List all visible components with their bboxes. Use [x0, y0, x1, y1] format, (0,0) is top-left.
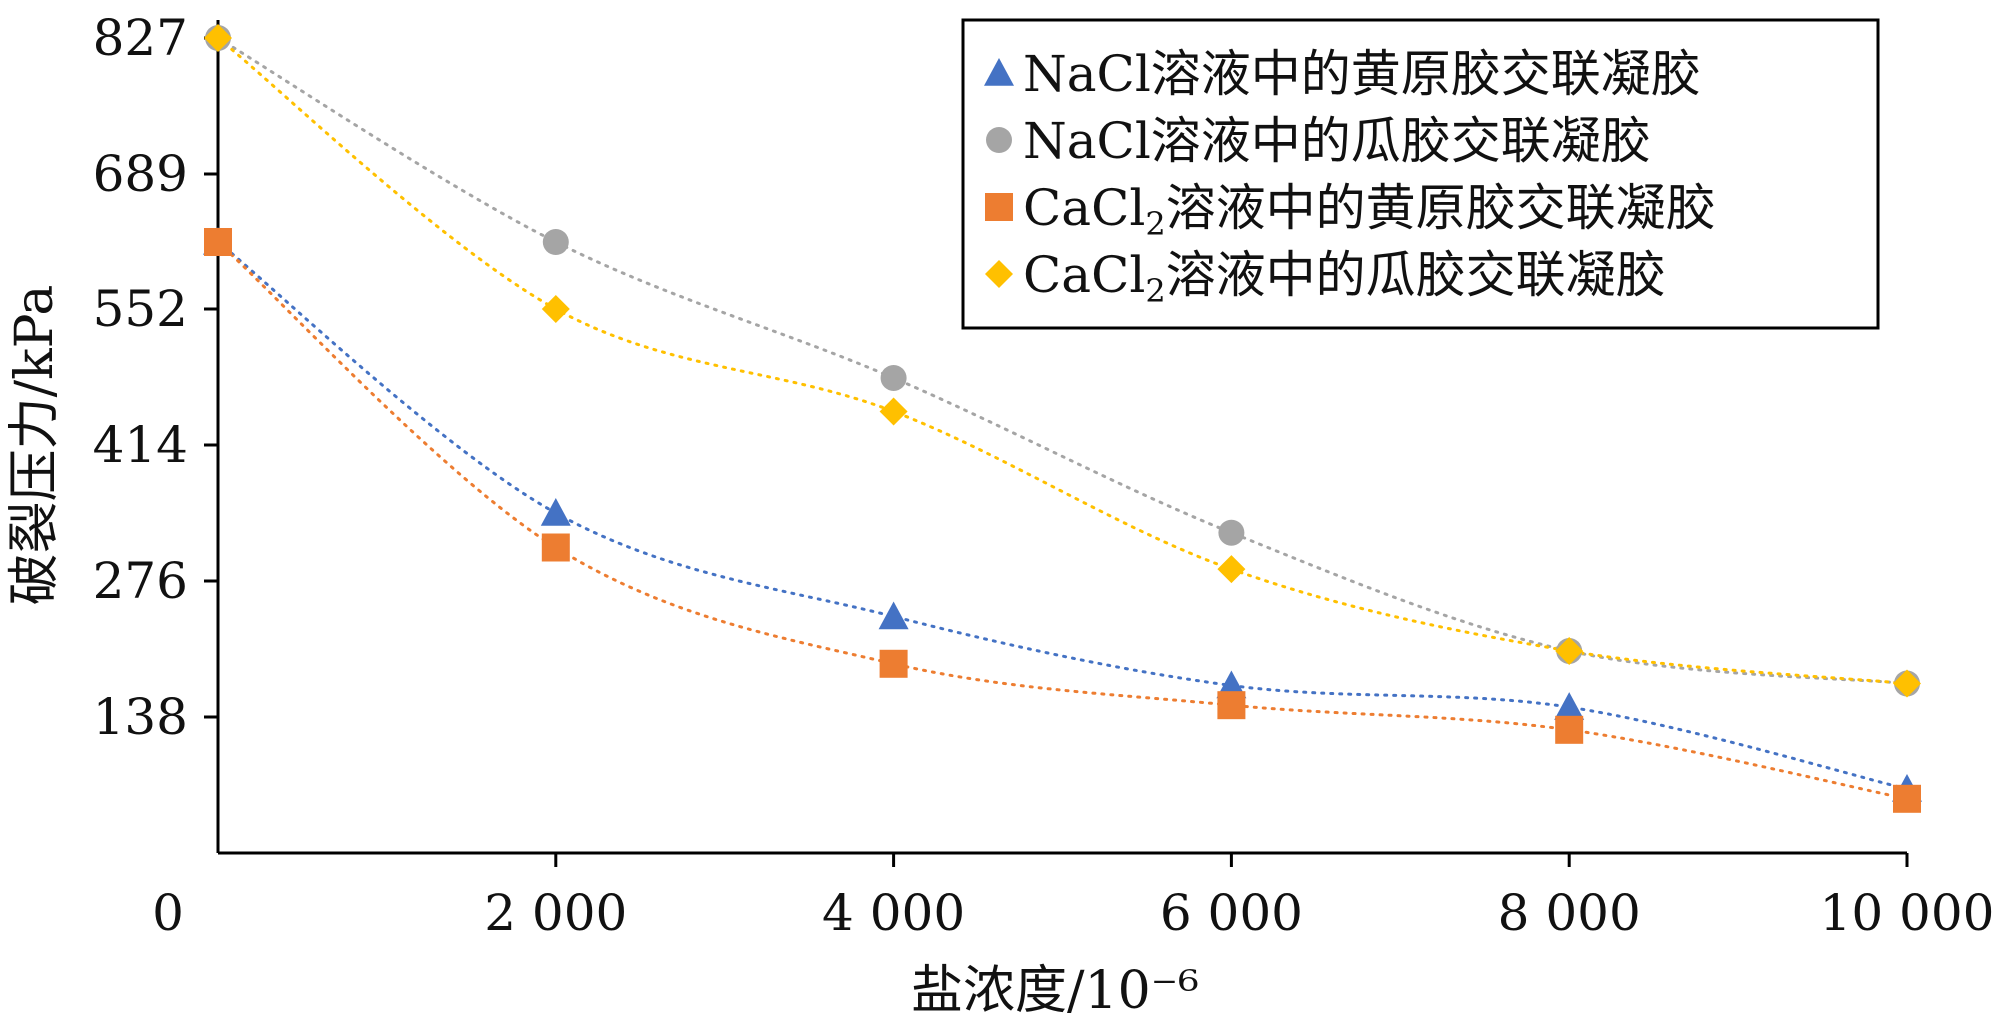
legend-marker-circle [986, 127, 1012, 153]
data-point-square [879, 649, 908, 678]
data-point-triangle [1554, 692, 1585, 720]
x-tick-label: 2 000 [484, 884, 627, 942]
data-point-triangle [540, 498, 571, 526]
data-point-circle [1218, 519, 1245, 546]
trendline-triangle [216, 240, 1909, 791]
legend-label: NaCl溶液中的瓜胶交联凝胶 [1023, 112, 1651, 170]
tick-marks [204, 36, 1909, 867]
y-tick-label: 827 [93, 9, 188, 67]
legend: NaCl溶液中的黄原胶交联凝胶 NaCl溶液中的瓜胶交联凝胶 CaCl2溶液中的黄原… [961, 18, 1880, 330]
data-point-diamond [1893, 669, 1921, 698]
trendline-circle [216, 36, 1909, 685]
data-point-diamond [204, 24, 232, 52]
tick-labels: 138 276 414 552 689 827 0 2 000 4 000 6 000 8 000 1… [93, 9, 1995, 942]
y-tick-label: 689 [93, 145, 188, 203]
data-point-square [1893, 784, 1921, 813]
x-tick-label: 6 000 [1160, 884, 1303, 942]
data-point-circle [880, 364, 907, 391]
y-axis-title: 破裂压力/kPa [5, 285, 65, 606]
trendline-layer [216, 36, 1909, 801]
data-point-triangle [878, 601, 909, 630]
legend-box [961, 18, 1880, 330]
data-markers [203, 24, 1922, 813]
data-point-circle [542, 228, 569, 255]
x-tick-label: 4 000 [822, 884, 965, 942]
data-point-diamond [1555, 636, 1584, 665]
x-axis-title: 盐浓度/10⁻⁶ [911, 961, 1199, 1021]
legend-label: NaCl溶液中的黄原胶交联凝胶 [1023, 45, 1701, 103]
data-point-square [541, 533, 570, 562]
data-point-square [1555, 715, 1584, 744]
y-tick-label: 414 [93, 416, 188, 474]
x-tick-label: 10 000 [1820, 884, 1995, 942]
trendline-square [216, 240, 1909, 801]
trendline-diamond [216, 36, 1909, 685]
y-tick-label: 138 [93, 688, 188, 746]
data-point-square [1217, 691, 1246, 720]
x-tick-label: 0 [152, 884, 184, 942]
legend-label: CaCl2溶液中的黄原胶交联凝胶 [1023, 179, 1716, 243]
y-tick-label: 276 [93, 552, 188, 610]
data-point-square [204, 227, 232, 256]
legend-marker-triangle [984, 58, 1014, 86]
legend-marker-square [985, 193, 1013, 221]
legend-label: CaCl2溶液中的瓜胶交联凝胶 [1023, 246, 1666, 310]
axes [216, 20, 1907, 855]
legend-marker-diamond [985, 260, 1013, 288]
data-point-diamond [1217, 555, 1246, 584]
x-tick-label: 8 000 [1498, 884, 1641, 942]
y-tick-label: 552 [93, 280, 188, 338]
data-point-diamond [541, 295, 570, 324]
data-point-diamond [879, 397, 908, 426]
